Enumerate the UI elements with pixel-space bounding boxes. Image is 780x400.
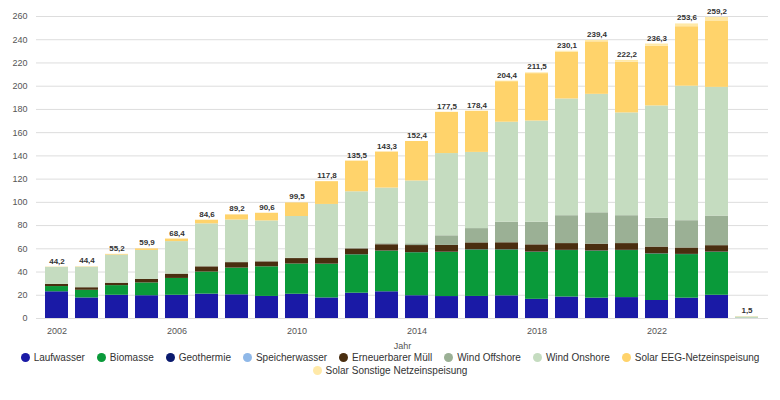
svg-text:2010: 2010 (287, 326, 307, 336)
svg-text:260: 260 (12, 11, 27, 21)
svg-text:240: 240 (12, 35, 27, 45)
svg-text:68,4: 68,4 (169, 229, 185, 238)
svg-text:236,3: 236,3 (647, 34, 668, 43)
svg-text:160: 160 (12, 128, 27, 138)
svg-text:2022: 2022 (647, 326, 667, 336)
svg-text:2014: 2014 (407, 326, 427, 336)
svg-text:230,1: 230,1 (557, 41, 578, 50)
svg-text:Jahr: Jahr (394, 341, 412, 351)
html-text:Geothermie: Geothermie (178, 352, 231, 363)
svg-text:180: 180 (12, 104, 27, 114)
svg-text:140: 140 (12, 151, 27, 161)
svg-text:204,4: 204,4 (497, 71, 518, 80)
html-text:Wind Offshore: Wind Offshore (457, 352, 521, 363)
html-text:Solar EEG-Netzeinspeisung: Solar EEG-Netzeinspeisung (634, 352, 760, 363)
svg-text:253,6: 253,6 (677, 13, 698, 22)
svg-text:117,8: 117,8 (317, 171, 337, 180)
svg-text:220: 220 (12, 58, 27, 68)
svg-text:143,3: 143,3 (377, 142, 398, 151)
html-text:Laufwasser: Laufwasser (33, 352, 85, 363)
svg-text:177,5: 177,5 (437, 102, 458, 111)
svg-text:120: 120 (12, 174, 27, 184)
html-text:Speicherwasser: Speicherwasser (256, 352, 328, 363)
html-text:Biomasse: Biomasse (109, 352, 154, 363)
html-text:Wind Onshore: Wind Onshore (545, 352, 610, 363)
svg-text:211,5: 211,5 (527, 62, 547, 71)
svg-text:99,5: 99,5 (289, 192, 305, 201)
svg-text:100: 100 (12, 197, 27, 207)
svg-text:89,2: 89,2 (229, 204, 245, 213)
svg-text:152,4: 152,4 (407, 131, 428, 140)
svg-text:20: 20 (17, 290, 27, 300)
svg-text:222,2: 222,2 (617, 50, 638, 59)
html-text:Erneuerbarer Müll: Erneuerbarer Müll (352, 352, 433, 363)
svg-text:44,4: 44,4 (79, 256, 95, 265)
svg-text:178,4: 178,4 (467, 101, 488, 110)
svg-text:2018: 2018 (527, 326, 547, 336)
svg-text:55,2: 55,2 (109, 244, 125, 253)
svg-text:259,2: 259,2 (707, 7, 728, 16)
svg-text:1,5: 1,5 (741, 306, 753, 315)
svg-text:59,9: 59,9 (139, 238, 155, 247)
svg-text:2002: 2002 (47, 326, 67, 336)
svg-text:0: 0 (22, 313, 27, 323)
svg-text:90,6: 90,6 (259, 203, 275, 212)
svg-text:135,5: 135,5 (347, 151, 368, 160)
html-text:Solar Sonstige Netzeinspeisung: Solar Sonstige Netzeinspeisung (325, 365, 468, 376)
svg-text:44,2: 44,2 (49, 257, 65, 266)
svg-text:200: 200 (12, 81, 27, 91)
svg-text:60: 60 (17, 244, 27, 254)
svg-text:80: 80 (17, 220, 27, 230)
svg-text:2006: 2006 (167, 326, 187, 336)
svg-text:239,4: 239,4 (587, 30, 608, 39)
svg-text:84,6: 84,6 (199, 210, 215, 219)
svg-text:40: 40 (17, 267, 27, 277)
